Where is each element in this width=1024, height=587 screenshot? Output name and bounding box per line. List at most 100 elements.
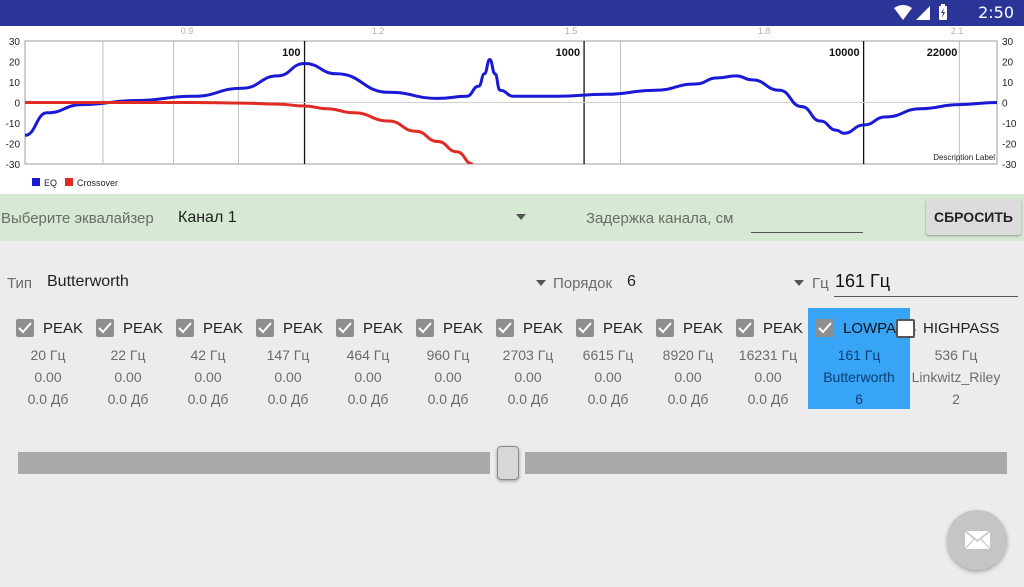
band-item[interactable]: PEAK 16231 Гц 0.00 0.0 Дб (728, 308, 808, 409)
band-item[interactable]: PEAK 8920 Гц 0.00 0.0 Дб (648, 308, 728, 409)
y-tick-label-right: 0 (1002, 99, 1008, 110)
status-bar: 2:50 (0, 0, 1024, 26)
x-top-tick-label: 1.5 (565, 26, 578, 36)
band-checkbox[interactable] (496, 319, 514, 337)
band-gain: 0.0 Дб (427, 391, 469, 407)
y-tick-label-left: 0 (14, 99, 20, 110)
band-frequency: 8920 Гц (662, 347, 714, 363)
check-icon (738, 322, 752, 334)
legend-swatch (32, 178, 40, 186)
band-item[interactable]: PEAK 20 Гц 0.00 0.0 Дб (8, 308, 88, 409)
band-checkbox[interactable] (176, 319, 194, 337)
band-q: 0.00 (514, 369, 542, 385)
x-top-tick-label: 1.2 (372, 26, 385, 36)
eq-select-label: Выберите эквалайзер (1, 210, 154, 227)
band-checkbox[interactable] (416, 319, 434, 337)
eq-select[interactable]: Канал 1 (178, 209, 237, 226)
band-q: 0.00 (114, 369, 142, 385)
y-tick-label-left: -30 (6, 160, 21, 171)
freq-label: Гц (812, 275, 829, 292)
band-gain: 0.0 Дб (747, 391, 789, 407)
band-q: 0.00 (354, 369, 382, 385)
band-frequency: 161 Гц (837, 347, 881, 363)
band-checkbox[interactable] (576, 319, 594, 337)
band-checkbox[interactable] (736, 319, 754, 337)
band-q: 0.00 (674, 369, 702, 385)
y-tick-label-right: -10 (1002, 119, 1017, 130)
y-tick-label-left: -10 (6, 119, 21, 130)
band-q: 0.00 (34, 369, 62, 385)
check-icon (258, 322, 272, 334)
delay-input[interactable] (751, 203, 863, 233)
order-dropdown-caret-icon[interactable] (794, 280, 804, 286)
band-item[interactable]: PEAK 6615 Гц 0.00 0.0 Дб (568, 308, 648, 409)
band-item[interactable]: PEAK 960 Гц 0.00 0.0 Дб (408, 308, 488, 409)
slider-track-right[interactable] (525, 452, 1007, 474)
band-frequency: 42 Гц (190, 347, 226, 363)
band-type: PEAK (523, 320, 564, 337)
band-item[interactable]: PEAK 42 Гц 0.00 0.0 Дб (168, 308, 248, 409)
band-q: Linkwitz_Riley (911, 369, 1001, 385)
y-tick-label-right: 30 (1002, 37, 1014, 48)
freq-input[interactable]: 161 Гц (834, 268, 1018, 297)
order-select[interactable]: 6 (627, 273, 636, 290)
band-gain: 0.0 Дб (667, 391, 709, 407)
band-frequency: 22 Гц (110, 347, 146, 363)
band-item[interactable]: PEAK 2703 Гц 0.00 0.0 Дб (488, 308, 568, 409)
clock: 2:50 (978, 3, 1014, 22)
eq-chart[interactable]: 30 30 20 20 10 10 0 0 -10 -10 -20 -20 -30 -30 0.9 1.2 1.… (0, 26, 1024, 194)
band-frequency: 6615 Гц (582, 347, 634, 363)
type-select[interactable]: Butterworth (47, 273, 129, 290)
band-q: 0.00 (594, 369, 622, 385)
series-line-crossover (25, 100, 474, 164)
band-item[interactable]: PEAK 147 Гц 0.00 0.0 Дб (248, 308, 328, 409)
reset-button[interactable]: СБРОСИТЬ (926, 199, 1021, 235)
type-dropdown-caret-icon[interactable] (536, 280, 546, 286)
legend-label: Crossover (77, 178, 118, 188)
type-label: Тип (7, 275, 33, 292)
x-tick-label: 10000 (829, 47, 860, 59)
band-frequency: 16231 Гц (738, 347, 798, 363)
band-type: PEAK (443, 320, 484, 337)
legend-swatch (65, 178, 73, 186)
band-item[interactable]: PEAK 22 Гц 0.00 0.0 Дб (88, 308, 168, 409)
eq-dropdown-caret-icon[interactable] (516, 214, 526, 220)
band-checkbox[interactable] (656, 319, 674, 337)
x-tick-label: 100 (282, 47, 300, 59)
slider-thumb[interactable] (497, 446, 519, 480)
band-type: PEAK (43, 320, 84, 337)
band-checkbox[interactable] (816, 319, 834, 337)
series-line-eq (25, 58, 997, 137)
y-tick-label-left: 20 (9, 58, 21, 69)
mail-icon (964, 530, 991, 550)
band-checkbox[interactable] (96, 319, 114, 337)
band-gain: 6 (855, 391, 863, 407)
legend-label: EQ (44, 178, 57, 188)
band-gain: 0.0 Дб (507, 391, 549, 407)
band-frequency: 2703 Гц (502, 347, 554, 363)
band-q: 0.00 (434, 369, 462, 385)
band-frequency: 20 Гц (30, 347, 66, 363)
band-item[interactable]: PEAK 464 Гц 0.00 0.0 Дб (328, 308, 408, 409)
band-type: PEAK (763, 320, 804, 337)
band-checkbox[interactable] (336, 319, 354, 337)
y-tick-label-right: 10 (1002, 78, 1014, 89)
band-type: PEAK (203, 320, 244, 337)
band-item[interactable]: HIGHPASS 536 Гц Linkwitz_Riley 2 (888, 308, 1024, 409)
send-mail-button[interactable] (947, 510, 1007, 570)
band-gain: 0.0 Дб (107, 391, 149, 407)
check-icon (578, 322, 592, 334)
band-checkbox[interactable] (256, 319, 274, 337)
slider-track-left[interactable] (18, 452, 490, 474)
check-icon (18, 322, 32, 334)
check-icon (98, 322, 112, 334)
check-icon (658, 322, 672, 334)
band-frequency: 147 Гц (266, 347, 310, 363)
band-checkbox[interactable] (16, 319, 34, 337)
order-label: Порядок (553, 275, 613, 292)
wifi-icon (894, 5, 912, 20)
band-checkbox[interactable] (896, 319, 915, 338)
band-q: 0.00 (754, 369, 782, 385)
check-icon (818, 322, 832, 334)
band-item[interactable]: LOWPASS 161 Гц Butterworth 6 (808, 308, 916, 409)
